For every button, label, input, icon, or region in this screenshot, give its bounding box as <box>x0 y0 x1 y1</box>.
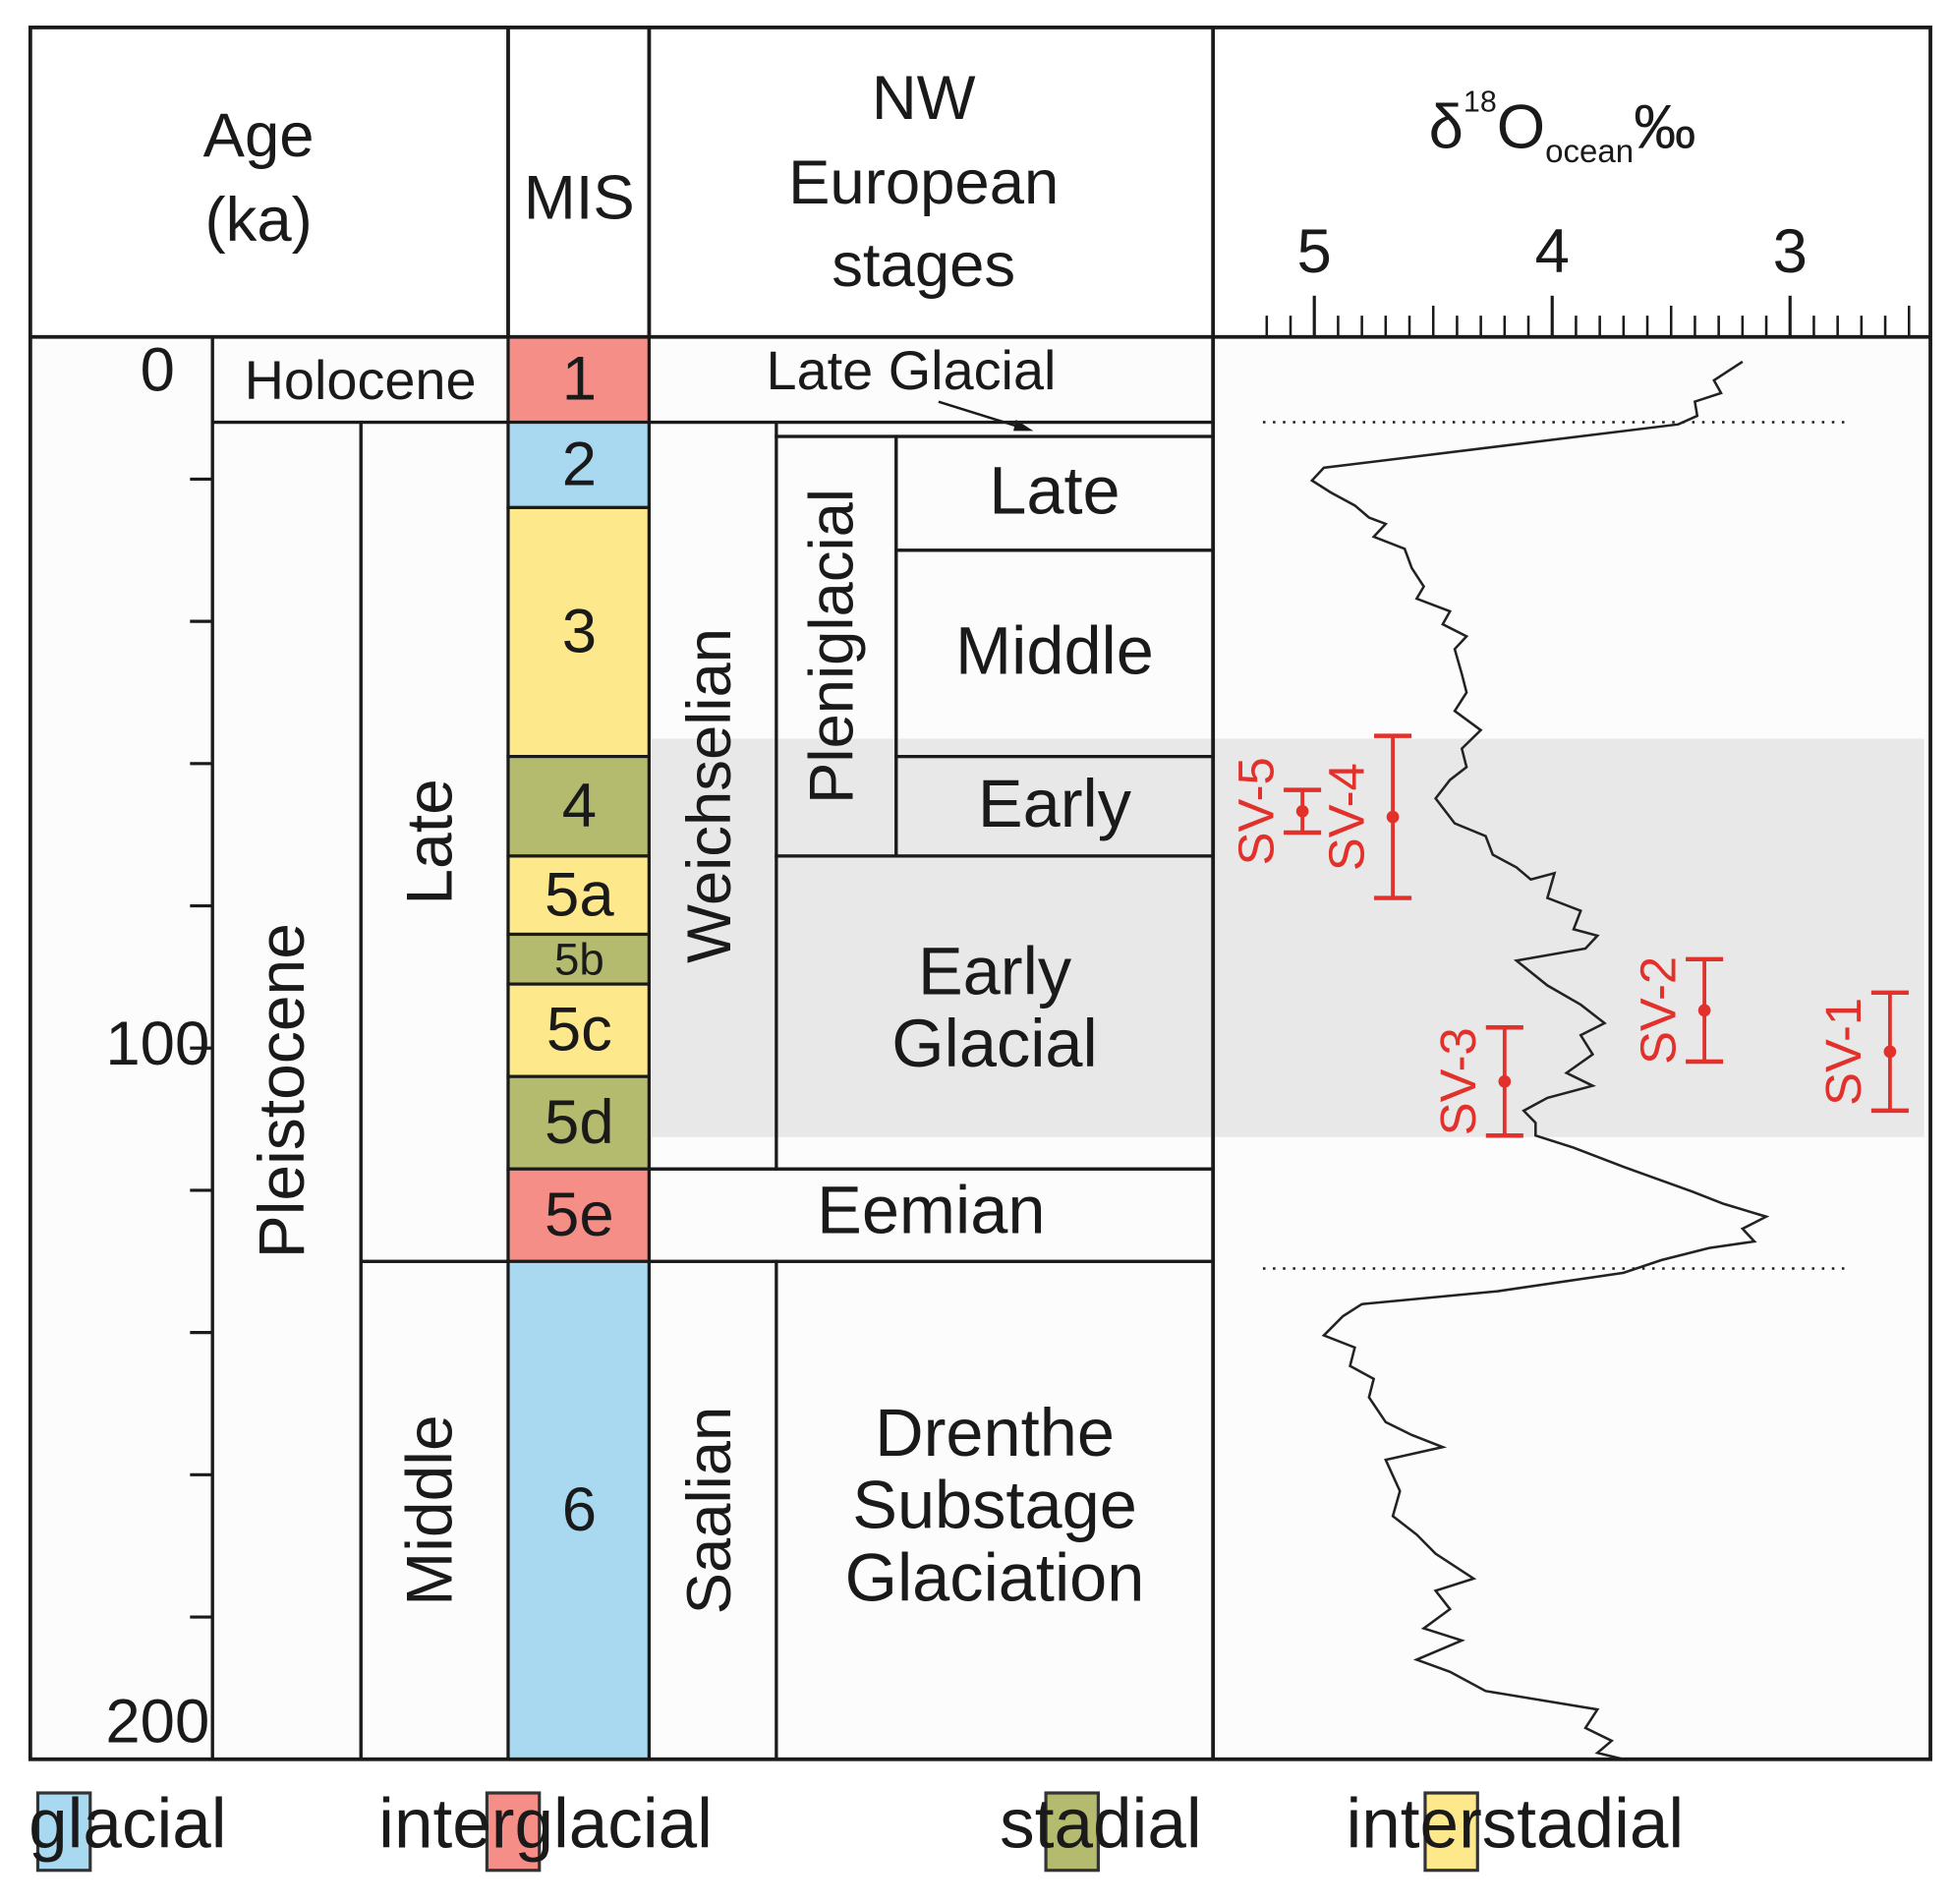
sample: SV-1 <box>1815 990 1909 1114</box>
legend: glacial interglacial stadial interstadial <box>29 1786 1684 1873</box>
stage-label: Saalian <box>675 1407 744 1615</box>
mis-stage <box>506 854 652 937</box>
mis-header: MIS <box>524 163 635 232</box>
age-header: Age <box>203 101 315 170</box>
sample-label: SV-1 <box>1815 998 1871 1106</box>
substage-label: Late Glacial <box>767 339 1057 401</box>
sample: SV-2 <box>1630 956 1724 1065</box>
legend-label: stadial <box>1000 1786 1201 1864</box>
epoch-label: Pleistocene <box>245 923 317 1258</box>
unit: ‰ <box>1634 92 1695 161</box>
substage-label: Pleniglacial <box>798 489 867 804</box>
sample-label: SV-4 <box>1318 763 1374 871</box>
legend-label: interglacial <box>378 1786 713 1864</box>
stages-header: European <box>788 148 1059 217</box>
mis-stage <box>506 1074 652 1171</box>
y-tick-label: 200 <box>105 1687 209 1756</box>
legend-swatch <box>485 1791 542 1873</box>
substage-label: Eemian <box>817 1172 1045 1247</box>
isotope-header: δ18Oocean‰ <box>1429 85 1696 168</box>
stages-header: stages <box>832 231 1015 300</box>
main-layer: 0 100 200 5 4 3 Holocene Pleistocene Late Middle 1… <box>105 217 1911 1761</box>
arrow-head <box>1013 420 1034 432</box>
y-tick-label: 100 <box>105 1010 209 1078</box>
legend-swatch <box>1423 1791 1479 1873</box>
subscript: ocean <box>1545 133 1634 169</box>
sample: SV-4 <box>1318 733 1412 900</box>
legend-swatch <box>35 1791 92 1873</box>
sample-point <box>1498 1074 1512 1088</box>
subepoch-label: Late <box>393 779 466 904</box>
sample-label: SV-3 <box>1430 1027 1486 1135</box>
stage-label: Weichselian <box>675 628 744 963</box>
legend-swatch <box>1044 1791 1100 1873</box>
legend-label: glacial <box>29 1786 227 1864</box>
mis-label: 4 <box>562 772 597 840</box>
epoch-label: Holocene <box>245 349 477 411</box>
subepoch-label: Middle <box>393 1414 466 1605</box>
sample: SV-3 <box>1430 1025 1523 1138</box>
substage-label: Glacial <box>891 1006 1097 1081</box>
sample-label: SV-2 <box>1630 956 1686 1065</box>
arrow <box>938 400 1029 432</box>
age-header: (ka) <box>204 186 312 255</box>
legend-label: interstadial <box>1346 1786 1684 1864</box>
isotope-curve <box>1309 360 1770 1760</box>
mis-stage <box>506 420 652 509</box>
mis-stage <box>506 1259 652 1761</box>
back-layer <box>651 738 1924 1137</box>
sample-point <box>1697 1004 1711 1017</box>
x-tick-label: 5 <box>1297 217 1332 286</box>
x-tick-label: 4 <box>1535 217 1570 286</box>
substage-label: Early <box>918 933 1072 1009</box>
substage-label: Drenthe <box>875 1395 1115 1471</box>
highlight-band <box>651 738 1924 1137</box>
y-tick-label: 0 <box>141 336 175 405</box>
sample: SV-5 <box>1228 757 1322 865</box>
substage-part-label: Late <box>989 453 1120 529</box>
stages-header: NW <box>872 64 976 133</box>
mis-label: 6 <box>562 1475 597 1544</box>
mis-stage <box>506 932 652 986</box>
substage-label: Glaciation <box>845 1539 1145 1615</box>
mis-stage <box>506 755 652 858</box>
frame <box>28 26 1932 1761</box>
sample-point <box>1386 810 1400 824</box>
sample-point <box>1883 1045 1897 1059</box>
mis-label: 2 <box>562 431 597 499</box>
mis-label: 5d <box>545 1088 614 1157</box>
element: O <box>1497 92 1545 161</box>
mis-label: 3 <box>562 598 597 666</box>
substage-part-label: Middle <box>955 612 1154 688</box>
symbol: δ <box>1429 92 1464 161</box>
mis-label: 5c <box>546 996 612 1065</box>
mis-label: 1 <box>562 345 597 414</box>
x-tick-label: 3 <box>1773 217 1808 286</box>
substage-part-label: Early <box>978 766 1132 841</box>
mis-label: 5e <box>545 1181 614 1249</box>
superscript: 18 <box>1464 85 1497 118</box>
sample-label: SV-5 <box>1228 757 1284 865</box>
mis-label: 5a <box>545 860 614 929</box>
mis-label: 5b <box>554 935 604 985</box>
substage-label: Substage <box>852 1468 1137 1543</box>
sample-point <box>1295 804 1309 818</box>
mis-stage <box>506 335 652 425</box>
